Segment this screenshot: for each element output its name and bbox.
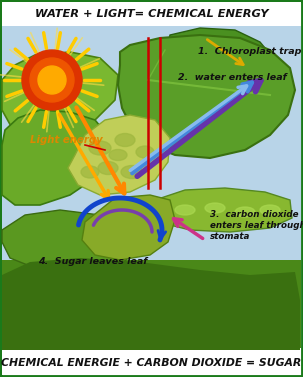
Polygon shape (2, 210, 140, 272)
FancyBboxPatch shape (2, 26, 301, 347)
Ellipse shape (175, 205, 195, 215)
Text: WATER + LIGHT= CHEMICAL ENERGY: WATER + LIGHT= CHEMICAL ENERGY (35, 9, 268, 19)
FancyBboxPatch shape (2, 349, 301, 375)
Polygon shape (68, 115, 170, 195)
Text: 3.  carbon dioxide
enters leaf through
stomata: 3. carbon dioxide enters leaf through st… (210, 210, 303, 241)
Polygon shape (165, 28, 275, 95)
Polygon shape (2, 258, 300, 350)
Ellipse shape (115, 133, 135, 147)
Text: 2.  water enters leaf: 2. water enters leaf (178, 74, 287, 83)
Ellipse shape (260, 205, 280, 215)
Circle shape (30, 58, 74, 102)
Ellipse shape (89, 141, 111, 155)
Circle shape (38, 66, 66, 94)
Text: CHEMICAL ENERGIE + CARBON DIOXIDE = SUGAR: CHEMICAL ENERGIE + CARBON DIOXIDE = SUGA… (2, 358, 301, 368)
Polygon shape (152, 188, 292, 232)
Ellipse shape (205, 203, 225, 213)
Ellipse shape (235, 207, 255, 217)
Ellipse shape (109, 150, 127, 161)
Ellipse shape (136, 146, 154, 158)
Polygon shape (82, 195, 175, 260)
Polygon shape (2, 110, 110, 205)
Circle shape (22, 50, 82, 110)
FancyBboxPatch shape (2, 260, 301, 348)
Text: Light energy: Light energy (30, 135, 103, 145)
Ellipse shape (121, 166, 143, 178)
Polygon shape (2, 52, 118, 138)
Text: 4.  Sugar leaves leaf: 4. Sugar leaves leaf (38, 257, 147, 267)
Polygon shape (118, 35, 295, 158)
Text: 1.  Chloroplast trap light energy: 1. Chloroplast trap light energy (198, 48, 303, 57)
Ellipse shape (81, 166, 99, 178)
FancyBboxPatch shape (2, 2, 301, 26)
Ellipse shape (98, 161, 118, 175)
